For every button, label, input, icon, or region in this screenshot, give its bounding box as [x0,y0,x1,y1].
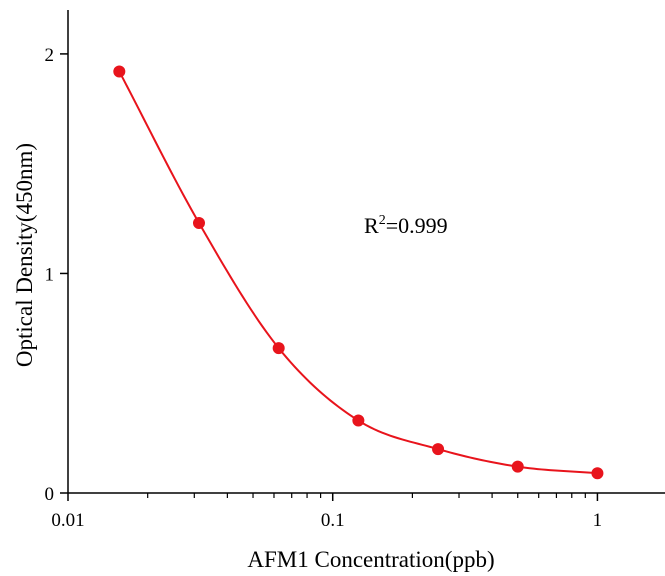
x-minor-ticks [147,493,586,498]
fit-curve [118,71,598,475]
tick-labels: 0.01 0.1 1 0 1 2 [45,45,603,531]
y-tick-label: 2 [45,45,55,66]
x-tick-label: 0.01 [51,510,84,531]
r-squared-value: =0.999 [386,213,448,238]
x-tick-label: 0.1 [321,510,345,531]
data-point [591,467,604,480]
r-squared-superscript: 2 [379,213,386,228]
y-tick-label: 0 [45,484,55,505]
x-tick-label: 1 [593,510,603,531]
r-squared-base: R [364,213,379,238]
data-point [272,342,285,355]
major-ticks [60,53,599,501]
data-point [511,460,524,473]
r-squared-annotation: R2=0.999 [364,213,448,238]
data-point [192,216,205,229]
y-tick-label: 1 [45,264,55,285]
x-axis-title: AFM1 Concentration(ppb) [247,547,494,572]
y-axis-title: Optical Density(450nm) [12,143,37,367]
data-point [352,414,365,427]
data-point [113,65,126,78]
data-points [113,65,604,480]
data-point [432,443,445,456]
